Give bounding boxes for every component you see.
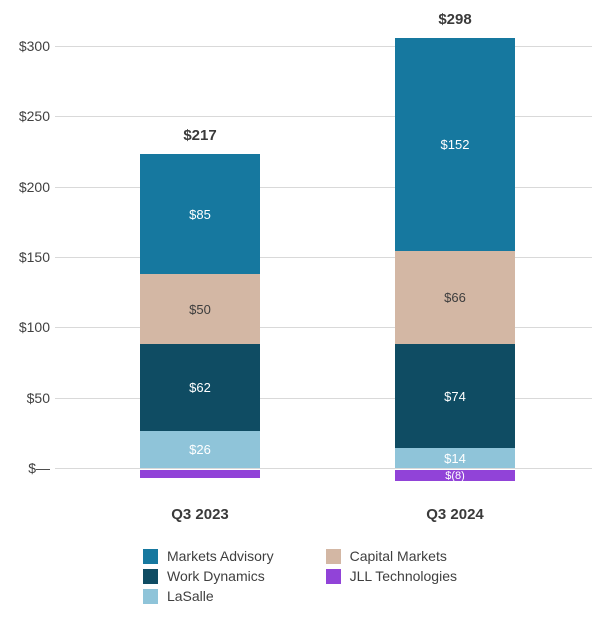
x-axis-label: Q3 2024 (426, 506, 484, 523)
bar-total-label: $298 (438, 10, 472, 28)
bar-segment-jll-technologies: $(8) (395, 470, 515, 482)
bar-segment-markets-advisory: $152 (395, 37, 515, 252)
bar-segment-capital-markets: $50 (140, 273, 260, 345)
legend-label: JLL Technologies (349, 568, 457, 584)
gridline (55, 327, 592, 329)
y-axis-tick-label: $— (28, 460, 50, 476)
legend-label: Capital Markets (349, 548, 447, 564)
legend-label: Markets Advisory (166, 548, 274, 564)
legend-grid: Markets Advisory Capital Markets Work Dyna… (142, 548, 457, 604)
gridline (55, 186, 592, 188)
y-axis-tick-label: $150 (18, 249, 50, 265)
y-axis-tick-label: $300 (18, 38, 50, 54)
bar-segment-capital-markets: $66 (395, 251, 515, 345)
gridline (55, 257, 592, 258)
legend-label: Work Dynamics (166, 568, 265, 584)
bar-segment-lasalle: $26 (140, 431, 260, 468)
bar-segment-markets-advisory: $85 (140, 154, 260, 274)
gridline (55, 116, 592, 118)
legend: Markets Advisory Capital Markets Work Dyna… (0, 548, 600, 604)
legend-swatch (142, 548, 158, 564)
y-axis-tick-label: $50 (26, 389, 50, 406)
plot-area: $300 $250 $200 $150 $100 $50 $— $85 $50 $62 $26 $21… (18, 10, 592, 523)
x-axis-label: Q3 2023 (171, 506, 229, 523)
y-axis-tick-label: $250 (18, 108, 50, 125)
bar-total-label: $217 (183, 127, 217, 145)
gridline (55, 46, 592, 47)
legend-swatch (142, 588, 158, 604)
gridline (55, 468, 592, 469)
y-axis-tick-label: $100 (18, 319, 50, 336)
legend-item-work-dynamics: Work Dynamics (142, 568, 274, 584)
bar-segment-work-dynamics: $62 (140, 344, 260, 432)
legend-swatch (325, 568, 341, 584)
legend-swatch (142, 568, 158, 584)
y-axis-tick-label: $200 (18, 178, 50, 195)
legend-item-capital-markets: Capital Markets (325, 548, 457, 564)
legend-swatch (325, 548, 341, 564)
gridline (55, 397, 592, 399)
legend-item-markets-advisory: Markets Advisory (142, 548, 274, 564)
bar-segment-work-dynamics: $74 (395, 344, 515, 449)
legend-item-jll-technologies: JLL Technologies (325, 568, 457, 584)
legend-label: LaSalle (166, 588, 214, 604)
legend-item-lasalle: LaSalle (142, 588, 274, 604)
bar-segment-lasalle: $14 (395, 448, 515, 468)
bar-segment-jll-technologies (140, 470, 260, 479)
